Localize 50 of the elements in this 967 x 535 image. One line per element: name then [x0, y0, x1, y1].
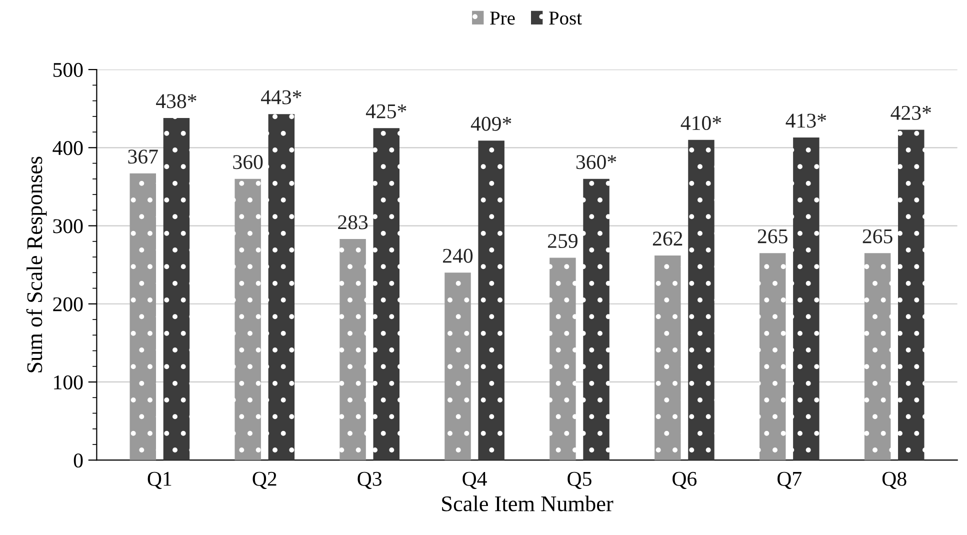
- data-label: 283: [338, 215, 368, 230]
- bar: [234, 178, 261, 460]
- x-tick-label: Q1: [148, 472, 172, 490]
- bar: [550, 258, 576, 460]
- bar: [163, 118, 190, 460]
- bar: [583, 178, 610, 460]
- legend-label: Pre: [490, 12, 515, 25]
- x-tick-label: Q4: [462, 472, 487, 490]
- bar: [688, 140, 714, 460]
- legend-label: Post: [549, 12, 582, 25]
- data-label: 438*: [156, 94, 196, 108]
- y-tick-label: 200: [53, 297, 83, 312]
- bar: [268, 114, 295, 460]
- data-label: 262: [652, 232, 682, 246]
- bar: [130, 173, 156, 460]
- data-label: 423*: [890, 106, 931, 120]
- data-label: 425*: [366, 104, 406, 118]
- y-axis-title: Sum of Scale Responses: [26, 156, 47, 372]
- bar: [793, 138, 820, 460]
- bar: [654, 255, 681, 460]
- bar: [759, 253, 786, 460]
- x-tick-label: Q3: [358, 472, 382, 490]
- y-tick-label: 300: [53, 219, 83, 234]
- data-label: 360: [233, 155, 263, 170]
- bar: [864, 253, 891, 460]
- bar: [373, 128, 400, 460]
- data-label: 367: [128, 150, 158, 164]
- data-label: 409*: [470, 116, 512, 131]
- data-label: 240: [443, 248, 473, 263]
- x-axis-title: Scale Item Number: [442, 496, 614, 512]
- x-tick-label: Q6: [672, 472, 697, 490]
- x-tick-label: Q8: [882, 472, 906, 490]
- data-label: 410*: [680, 116, 722, 130]
- x-tick-label: Q5: [568, 472, 592, 490]
- data-label: 259: [548, 234, 578, 248]
- bar: [444, 272, 471, 460]
- bar: [478, 140, 504, 460]
- data-label: 413*: [786, 114, 826, 128]
- y-tick-label: 500: [53, 62, 83, 77]
- data-label: 265: [758, 229, 788, 244]
- data-label: 443*: [260, 90, 302, 104]
- data-label: 360*: [576, 155, 616, 170]
- y-tick-label: 400: [52, 141, 83, 156]
- bar: [898, 130, 924, 460]
- bar: [340, 239, 366, 460]
- y-tick-label: 100: [54, 375, 83, 390]
- y-tick-label: 0: [74, 453, 83, 468]
- data-label: 265: [862, 229, 892, 244]
- x-tick-label: Q7: [778, 472, 802, 490]
- x-tick-label: Q2: [252, 472, 276, 490]
